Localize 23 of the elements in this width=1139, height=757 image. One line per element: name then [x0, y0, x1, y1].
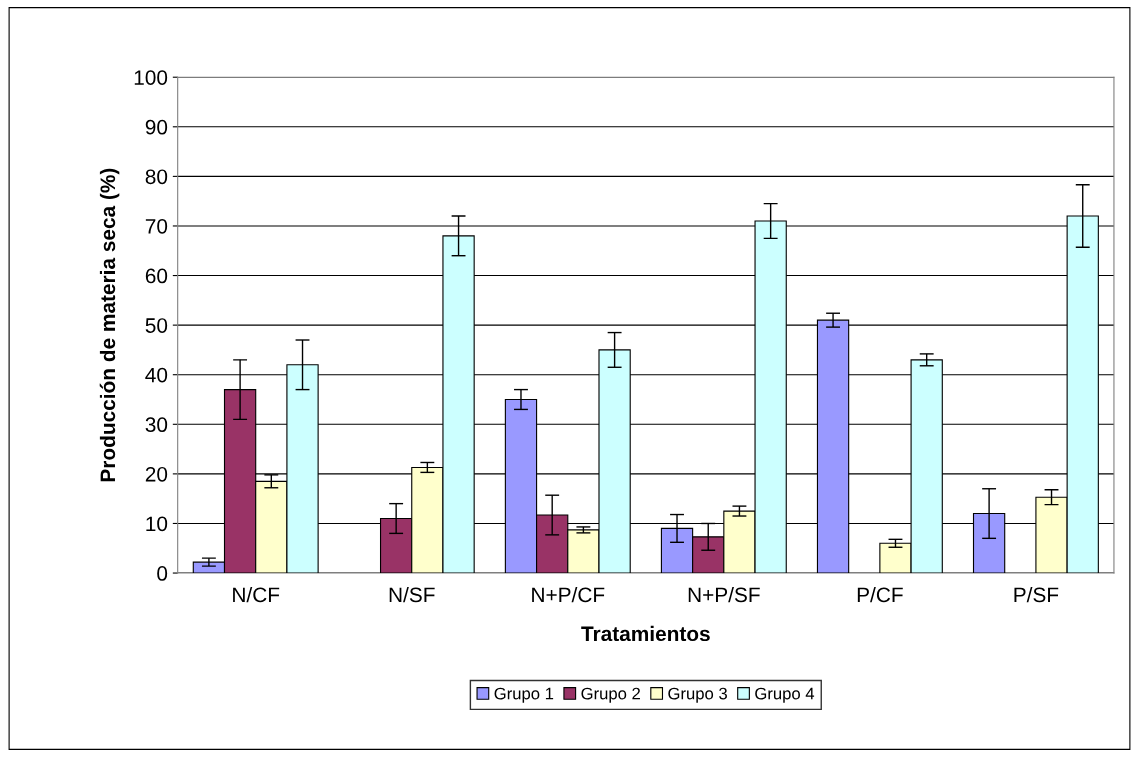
y-tick-label: 80	[145, 169, 168, 185]
y-tick-label: 20	[145, 466, 168, 482]
y-tick-label: 10	[146, 516, 168, 532]
x-tick-label: N/SF	[389, 586, 435, 603]
x-tick-label: N+P/CF	[532, 586, 605, 603]
legend-label: Grupo 3	[668, 687, 727, 703]
x-tick-label: N+P/SF	[688, 586, 760, 603]
x-tick-label: P/SF	[1014, 586, 1059, 603]
y-tick-label: 100	[134, 70, 168, 85]
y-tick-label: 60	[145, 268, 168, 284]
y-tick-label: 0	[157, 566, 168, 581]
y-tick-label: 70	[145, 218, 168, 234]
x-tick-label: P/CF	[857, 586, 903, 603]
x-axis-title: Tratamientos	[581, 625, 710, 642]
y-tick-label: 50	[145, 318, 168, 333]
y-tick-label: 40	[145, 367, 168, 383]
legend-label: Grupo 2	[581, 687, 640, 703]
legend-label: Grupo 4	[755, 687, 815, 703]
y-axis-title: Producción de materia seca (%)	[99, 168, 120, 482]
y-tick-label: 30	[145, 417, 168, 433]
legend-label: Grupo 1	[494, 687, 554, 703]
x-tick-label: N/CF	[233, 586, 280, 603]
y-tick-label: 90	[145, 119, 168, 135]
